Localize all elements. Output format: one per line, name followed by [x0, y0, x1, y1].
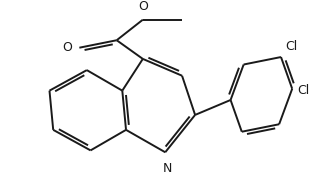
Text: Cl: Cl — [297, 84, 309, 97]
Text: O: O — [138, 0, 148, 13]
Text: Cl: Cl — [286, 40, 298, 53]
Text: N: N — [162, 162, 172, 175]
Text: O: O — [62, 41, 72, 54]
